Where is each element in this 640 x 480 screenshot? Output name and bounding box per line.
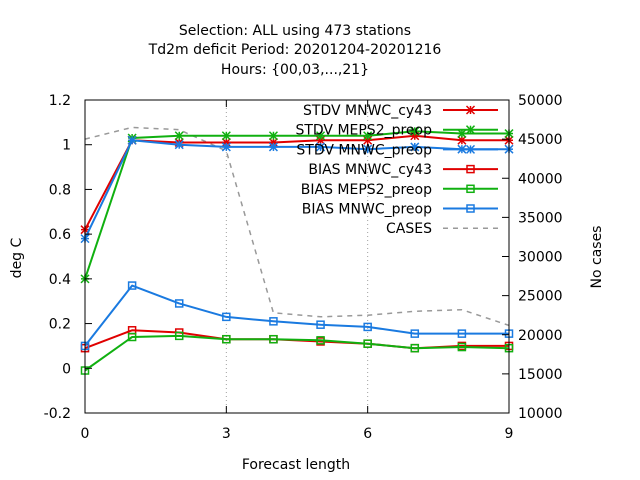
y-tick-label: 0 <box>62 361 71 377</box>
legend-label: CASES <box>386 221 432 237</box>
tick-labels: 0 3 6 9 -0.2 0 0.2 0.4 0.6 0.8 1 1.2 10000 15000 20000… <box>44 93 563 442</box>
title-line-3: Hours: {00,03,...,21} <box>221 62 369 78</box>
data-point-star <box>410 142 420 152</box>
data-point-square <box>457 329 467 338</box>
y-tick-label: 1.2 <box>49 93 71 109</box>
data-point-square <box>127 281 137 290</box>
data-point-square <box>466 164 475 174</box>
data-point-star <box>221 142 231 152</box>
series-line <box>84 126 510 327</box>
series-line <box>84 134 509 231</box>
data-point-star <box>363 144 373 154</box>
y-tick-label: -0.2 <box>44 406 71 422</box>
data-point-star <box>457 129 467 139</box>
data-point-square <box>222 334 231 344</box>
y-axis-label: deg C <box>9 237 25 278</box>
legend-entry: STDV MEPS2_preop <box>295 123 498 139</box>
data-point-square <box>222 312 231 322</box>
data-point-star <box>268 131 278 141</box>
x-tick-label: 9 <box>505 426 514 442</box>
y-tick-label: 1 <box>62 138 71 154</box>
data-point-square <box>410 329 420 338</box>
series-layer <box>80 126 514 375</box>
y2-tick-label: 35000 <box>518 210 563 226</box>
title-line-1: Selection: ALL using 473 stations <box>179 23 411 39</box>
y2-axis-label: No cases <box>589 226 605 289</box>
series-line <box>84 284 509 347</box>
legend-entry: BIAS MNWC_preop <box>302 202 498 218</box>
data-point-star <box>316 142 326 152</box>
data-point-star <box>465 125 476 135</box>
data-point-star <box>465 105 476 115</box>
series-cases <box>84 126 510 327</box>
data-point-square <box>363 322 372 332</box>
data-point-square <box>466 204 475 213</box>
data-point-star <box>174 131 184 141</box>
legend-label: BIAS MEPS2_preop <box>301 182 432 198</box>
series-line <box>84 334 510 372</box>
x-tick-label: 0 <box>81 426 90 442</box>
y-tick-label: 0.2 <box>49 317 71 333</box>
legend-label: STDV MNWC_cy43 <box>303 103 432 119</box>
legend-entry: BIAS MNWC_cy43 <box>308 162 498 178</box>
legend-entry: STDV MNWC_cy43 <box>303 103 498 119</box>
y2-tick-label: 45000 <box>518 132 563 148</box>
data-point-square <box>363 339 372 348</box>
legend-entry: STDV MNWC_preop <box>296 142 498 158</box>
data-point-square <box>269 334 278 344</box>
x-axis-label: Forecast length <box>242 457 350 473</box>
legend-label: BIAS MNWC_cy43 <box>308 162 432 178</box>
y2-tick-label: 50000 <box>518 93 563 109</box>
series-stdv-meps2-preop <box>80 126 514 284</box>
data-point-star <box>174 140 184 150</box>
series-line <box>84 139 509 240</box>
data-point-square <box>410 343 420 353</box>
x-tick-label: 3 <box>222 426 231 442</box>
data-point-square <box>316 336 325 345</box>
y2-tick-label: 30000 <box>518 250 563 266</box>
data-point-square <box>127 332 137 342</box>
data-point-square <box>269 317 278 326</box>
data-point-square <box>466 184 475 194</box>
chart-title: Selection: ALL using 473 stations Td2m d… <box>148 23 442 78</box>
title-line-2: Td2m deficit Period: 20201204-20201216 <box>148 42 442 58</box>
series-bias-meps2-preop <box>80 331 514 375</box>
series-line <box>84 130 509 280</box>
data-point-star <box>316 131 326 141</box>
legend-entry: BIAS MEPS2_preop <box>301 182 498 198</box>
legend-label: BIAS MNWC_preop <box>302 202 432 218</box>
legend-label: STDV MNWC_preop <box>296 142 432 158</box>
y-tick-label: 0.4 <box>49 272 71 288</box>
data-point-star <box>221 131 231 141</box>
y2-tick-label: 40000 <box>518 171 563 187</box>
x-tick-label: 6 <box>363 426 372 442</box>
legend: STDV MNWC_cy43 STDV MEPS2_preop STDV MNWC_… <box>295 103 498 237</box>
data-point-star <box>457 135 467 145</box>
data-point-square <box>457 342 467 352</box>
data-point-star <box>127 135 137 145</box>
y-tick-label: 0.8 <box>49 182 71 198</box>
y2-tick-label: 25000 <box>518 289 563 305</box>
data-point-square <box>316 320 325 329</box>
y2-tick-label: 10000 <box>518 406 563 422</box>
data-point-star <box>465 144 476 154</box>
data-point-star <box>410 126 420 136</box>
data-point-square <box>174 299 184 308</box>
legend-entry: CASES <box>386 221 498 237</box>
data-point-square <box>174 331 184 341</box>
y2-tick-label: 20000 <box>518 328 563 344</box>
y2-tick-label: 15000 <box>518 367 563 383</box>
data-point-star <box>363 131 373 141</box>
y-tick-label: 0.6 <box>49 227 71 243</box>
plot-frame <box>84 99 510 414</box>
legend-label: STDV MEPS2_preop <box>295 123 432 139</box>
data-point-star <box>268 142 278 152</box>
